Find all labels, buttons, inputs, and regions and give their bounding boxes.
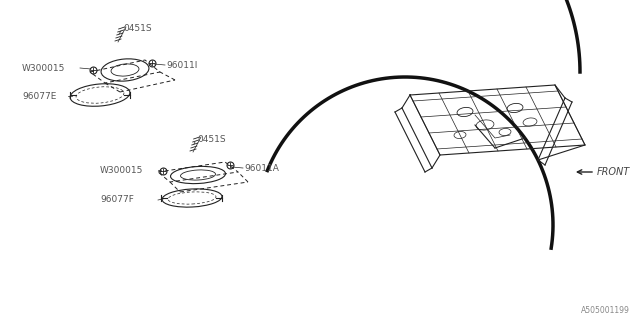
Text: FRONT: FRONT xyxy=(597,167,630,177)
Text: W300015: W300015 xyxy=(100,165,143,174)
Text: 0451S: 0451S xyxy=(197,134,226,143)
Text: 96011I: 96011I xyxy=(166,60,197,69)
Text: A505001199: A505001199 xyxy=(581,306,630,315)
Text: 96011A: 96011A xyxy=(244,164,279,172)
Text: 96077E: 96077E xyxy=(22,92,56,100)
Text: 0451S: 0451S xyxy=(123,23,152,33)
Text: W300015: W300015 xyxy=(22,63,65,73)
Text: 96077F: 96077F xyxy=(100,196,134,204)
